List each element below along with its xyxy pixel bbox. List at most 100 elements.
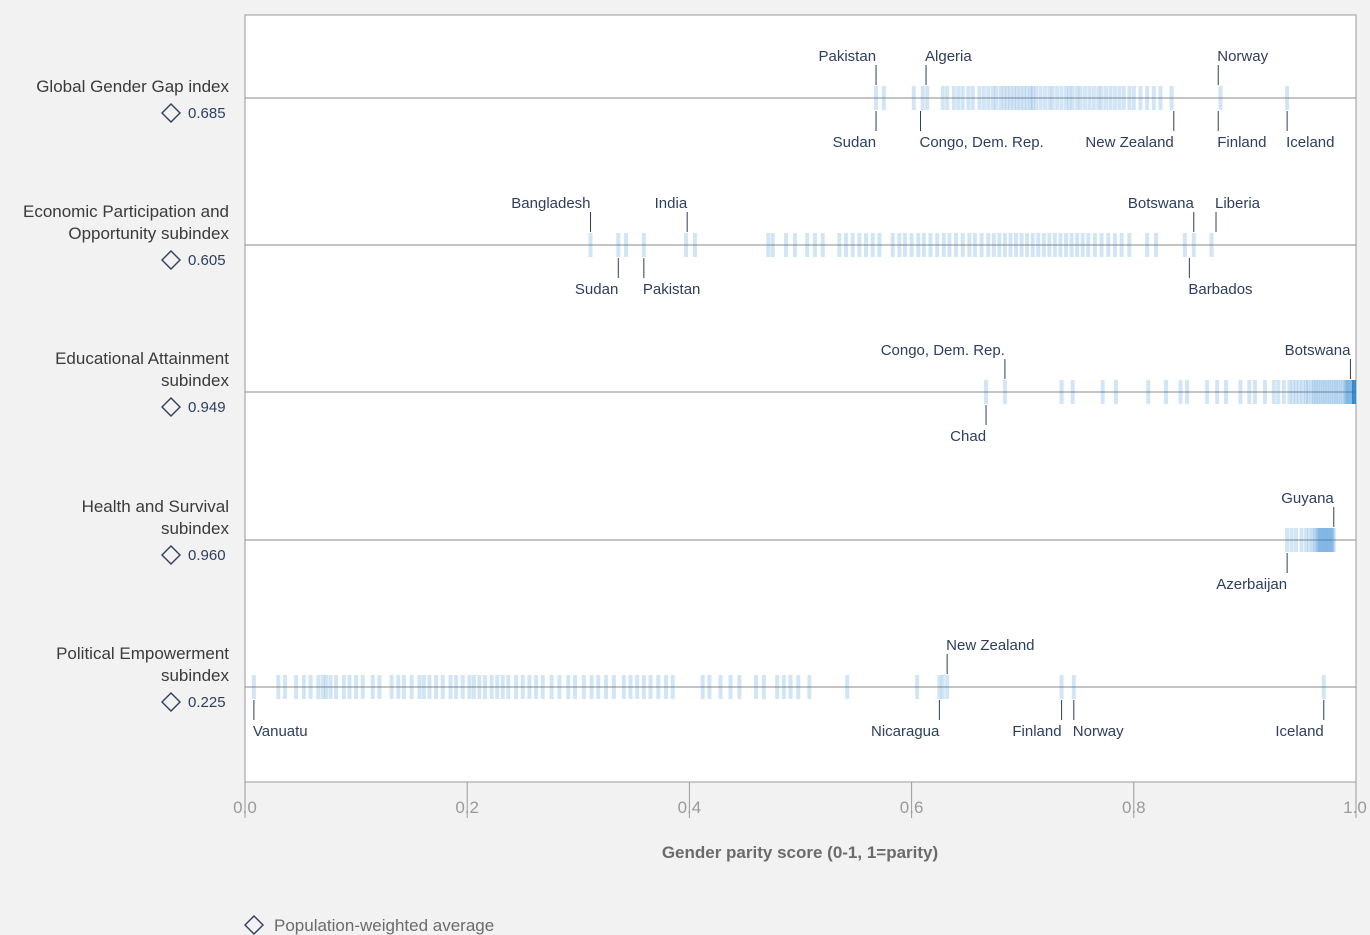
strip-mark bbox=[514, 675, 519, 699]
legend-label: Population-weighted average bbox=[274, 916, 494, 935]
strip-mark bbox=[881, 86, 886, 110]
x-tick-label: 0.0 bbox=[233, 798, 257, 817]
strip-mark bbox=[921, 233, 926, 257]
strip-mark bbox=[1317, 528, 1322, 552]
strip-mark bbox=[1106, 233, 1111, 257]
strip-mark bbox=[294, 675, 299, 699]
strip-mark bbox=[1121, 86, 1126, 110]
strip-mark bbox=[792, 233, 797, 257]
strip-mark bbox=[347, 675, 352, 699]
row-average-value: 0.685 bbox=[188, 105, 226, 122]
strip-mark bbox=[282, 675, 287, 699]
strip-mark bbox=[737, 675, 742, 699]
strip-mark bbox=[1001, 86, 1006, 110]
callout-label: Congo, Dem. Rep. bbox=[919, 134, 1043, 151]
strip-mark bbox=[761, 675, 766, 699]
strip-mark bbox=[700, 675, 705, 699]
strip-mark bbox=[1287, 380, 1292, 404]
strip-mark bbox=[635, 675, 640, 699]
strip-mark bbox=[1119, 233, 1124, 257]
strip-mark bbox=[1071, 675, 1076, 699]
callout-label: New Zealand bbox=[946, 637, 1034, 654]
strip-mark bbox=[1205, 380, 1210, 404]
strip-mark bbox=[1304, 380, 1309, 404]
strip-mark bbox=[1316, 380, 1321, 404]
strip-mark bbox=[1328, 528, 1333, 552]
strip-mark bbox=[641, 675, 646, 699]
strip-mark bbox=[527, 675, 532, 699]
strip-mark bbox=[844, 233, 849, 257]
strip-mark bbox=[812, 233, 817, 257]
strip-mark bbox=[1285, 528, 1290, 552]
strip-mark bbox=[1078, 86, 1083, 110]
strip-mark bbox=[784, 233, 789, 257]
strip-mark bbox=[1034, 86, 1039, 110]
strip-mark bbox=[557, 675, 562, 699]
strip-mark bbox=[877, 233, 882, 257]
strip-mark bbox=[1038, 86, 1043, 110]
strip-mark bbox=[956, 86, 961, 110]
strip-mark bbox=[328, 675, 333, 699]
strip-mark bbox=[581, 675, 586, 699]
strip-mark bbox=[396, 675, 401, 699]
strip-mark bbox=[1086, 233, 1091, 257]
strip-mark bbox=[770, 233, 775, 257]
row-average-value: 0.225 bbox=[188, 694, 226, 711]
strip-mark bbox=[1322, 528, 1327, 552]
strip-mark bbox=[308, 675, 313, 699]
callout-label: Chad bbox=[950, 428, 986, 445]
x-tick-label: 1.0 bbox=[1343, 798, 1367, 817]
strip-mark bbox=[1112, 233, 1117, 257]
strip-mark bbox=[460, 675, 465, 699]
strip-mark bbox=[572, 675, 577, 699]
strip-mark bbox=[1327, 528, 1332, 552]
strip-mark bbox=[1320, 380, 1325, 404]
strip-mark bbox=[589, 675, 594, 699]
strip-mark bbox=[1191, 233, 1196, 257]
strip-mark bbox=[549, 675, 554, 699]
strip-mark bbox=[1324, 528, 1329, 552]
strip-mark bbox=[596, 675, 601, 699]
strip-mark bbox=[1082, 86, 1087, 110]
strip-mark bbox=[1112, 86, 1117, 110]
strip-mark bbox=[1169, 86, 1174, 110]
strip-mark bbox=[1069, 233, 1074, 257]
strip-mark bbox=[1127, 233, 1132, 257]
strip-mark bbox=[857, 233, 862, 257]
strip-mark bbox=[1080, 233, 1085, 257]
strip-mark bbox=[1350, 380, 1355, 404]
strip-mark bbox=[954, 233, 959, 257]
strip-mark bbox=[540, 675, 545, 699]
strip-mark bbox=[1005, 86, 1010, 110]
strip-mark bbox=[1145, 233, 1150, 257]
strip-mark bbox=[1315, 528, 1320, 552]
strip-mark bbox=[1349, 380, 1354, 404]
strip-mark bbox=[471, 675, 476, 699]
callout-label: Norway bbox=[1073, 723, 1124, 740]
strip-mark bbox=[1262, 380, 1267, 404]
callout-label: Sudan bbox=[833, 134, 876, 151]
strip-mark bbox=[1042, 86, 1047, 110]
strip-mark bbox=[1325, 528, 1330, 552]
strip-mark bbox=[670, 675, 675, 699]
strip-mark bbox=[1352, 380, 1356, 404]
strip-mark bbox=[409, 675, 414, 699]
strip-mark bbox=[1158, 86, 1163, 110]
strip-mark bbox=[1348, 380, 1353, 404]
legend: Population-weighted average bbox=[244, 915, 494, 935]
strip-mark bbox=[997, 233, 1002, 257]
strip-mark bbox=[520, 675, 525, 699]
callout-label: Pakistan bbox=[643, 281, 701, 298]
row-name: subindex bbox=[161, 666, 230, 685]
callout-label: Barbados bbox=[1188, 281, 1252, 298]
strip-mark bbox=[454, 675, 459, 699]
strip-mark bbox=[1247, 380, 1252, 404]
diamond-icon bbox=[161, 397, 181, 417]
strip-mark bbox=[440, 675, 445, 699]
callout-label: Botswana bbox=[1128, 195, 1195, 212]
strip-mark bbox=[1331, 528, 1336, 552]
strip-mark bbox=[1252, 380, 1257, 404]
strip-mark bbox=[1099, 233, 1104, 257]
strip-mark bbox=[1182, 233, 1187, 257]
strip-mark bbox=[1289, 528, 1294, 552]
